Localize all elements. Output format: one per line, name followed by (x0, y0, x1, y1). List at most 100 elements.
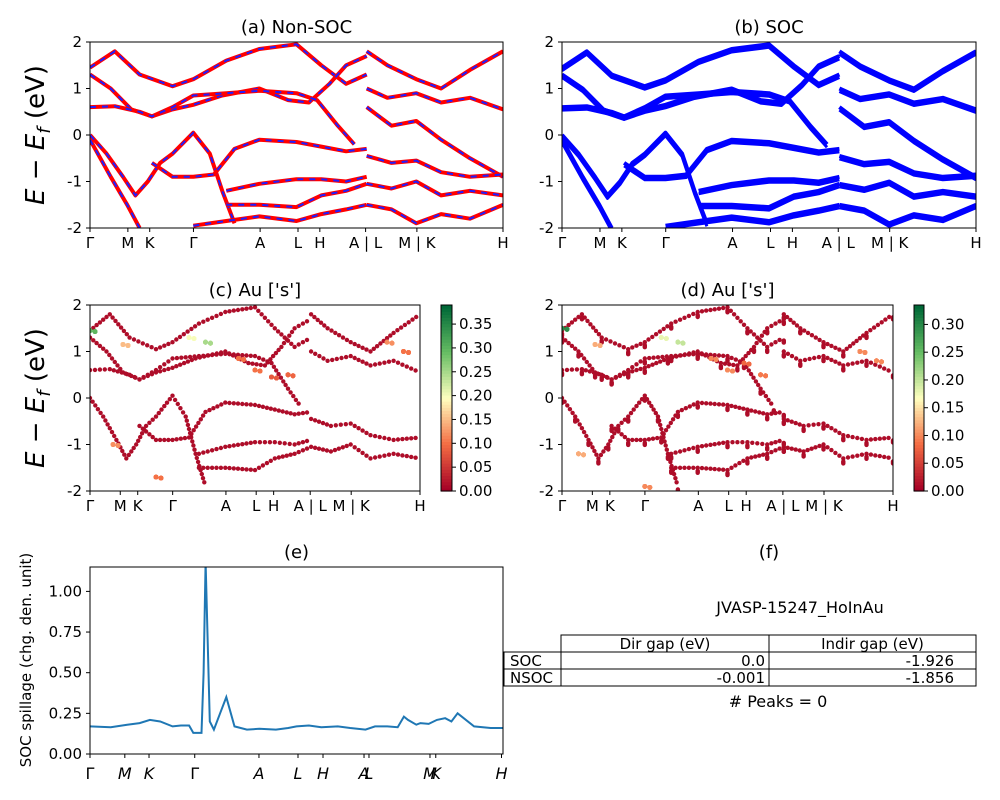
band-point (660, 354, 665, 360)
band-point (205, 449, 210, 454)
band-point (608, 438, 613, 443)
band-point (308, 416, 314, 422)
band-point (157, 437, 163, 443)
colorbar-segment (914, 379, 924, 384)
band-point (218, 311, 224, 317)
colorbar-segment (914, 314, 924, 318)
band-point (638, 341, 643, 347)
band-point (92, 367, 98, 373)
band-point (368, 349, 373, 354)
band-point (368, 456, 373, 461)
band-point (90, 335, 93, 340)
band-point-split (841, 368, 846, 373)
band-point-split (718, 365, 724, 371)
band-point (581, 429, 587, 435)
band-point (166, 341, 171, 347)
band-point (202, 480, 207, 485)
colorbar-segment (441, 373, 452, 377)
band-line-split-12 (838, 157, 976, 182)
band-point (583, 368, 588, 373)
band-point (691, 402, 696, 407)
band-point (304, 438, 310, 444)
band-point (172, 397, 178, 403)
band-point-split (745, 461, 750, 466)
band-point-split (798, 363, 803, 368)
band-point (205, 317, 210, 322)
colorbar-segment (914, 416, 924, 421)
band-point (174, 355, 180, 361)
band-point (604, 374, 609, 380)
band-point (585, 318, 590, 324)
band-point (769, 449, 774, 455)
band-point (877, 364, 882, 369)
band-point (817, 443, 822, 449)
colorbar-segment (914, 422, 924, 427)
colorbar-segment (914, 466, 924, 470)
band-point-split (562, 400, 565, 406)
band-line-split-5 (623, 141, 840, 182)
panel-e-soc-spillage: 0.000.250.500.751.00Γ M K Γ A L H AL MK H(e)SOC s… (17, 542, 508, 783)
band-dash-1 (90, 55, 368, 118)
band-point (332, 447, 338, 453)
band-point (630, 437, 635, 443)
band-point (156, 410, 161, 416)
band-point (850, 361, 855, 366)
band-point (317, 353, 322, 359)
peaks-text: # Peaks = 0 (729, 692, 828, 711)
band-point (816, 422, 821, 427)
band-point-split (609, 382, 614, 387)
band-point (123, 371, 128, 376)
band-point (325, 326, 330, 331)
band-point (773, 440, 778, 445)
colorbar-segment (914, 456, 924, 461)
band-point (859, 359, 865, 364)
band-point (882, 436, 887, 441)
band-point (654, 360, 659, 366)
band-point (737, 359, 743, 364)
band-point (262, 440, 268, 445)
colorbar-frame (913, 304, 925, 492)
band-point (184, 418, 189, 423)
highlight-point (285, 372, 291, 378)
band-point (141, 374, 146, 380)
band-point (413, 368, 418, 373)
band-point (708, 307, 713, 313)
band-point (218, 352, 224, 357)
band-point (219, 402, 224, 407)
colorbar-segment (914, 388, 924, 393)
band-point-split (695, 470, 700, 475)
y-axis-label: E − Ef (eV) (21, 65, 55, 205)
band-point (131, 337, 137, 342)
band-point (673, 450, 678, 455)
band-point (276, 371, 281, 377)
band-point (576, 314, 581, 320)
band-point (588, 322, 593, 327)
plot-area (90, 42, 503, 228)
band-point (699, 352, 705, 357)
band-point-split (725, 445, 730, 450)
band-point (244, 402, 249, 407)
colorbar-segment (914, 460, 924, 464)
band-point-split (765, 349, 770, 355)
band-point (244, 353, 249, 358)
colorbar-segment (914, 413, 924, 418)
band-point (240, 401, 245, 407)
band-point (147, 432, 152, 437)
band-line-split-4 (562, 141, 612, 228)
band-point-split (626, 442, 631, 448)
band-point (664, 447, 669, 452)
highlight-point (406, 350, 411, 355)
band-point (797, 422, 802, 427)
colorbar-segment (441, 450, 452, 455)
band-line-7 (698, 181, 841, 210)
band-point (356, 426, 361, 431)
band-point-split (735, 368, 740, 373)
band-point (882, 366, 887, 371)
band-point-split (669, 456, 674, 461)
band-point (181, 332, 186, 337)
band-point (791, 320, 796, 325)
band-point (371, 346, 376, 351)
band-point (811, 422, 816, 427)
kpoint-label: L (252, 497, 261, 515)
band-point (178, 436, 183, 441)
